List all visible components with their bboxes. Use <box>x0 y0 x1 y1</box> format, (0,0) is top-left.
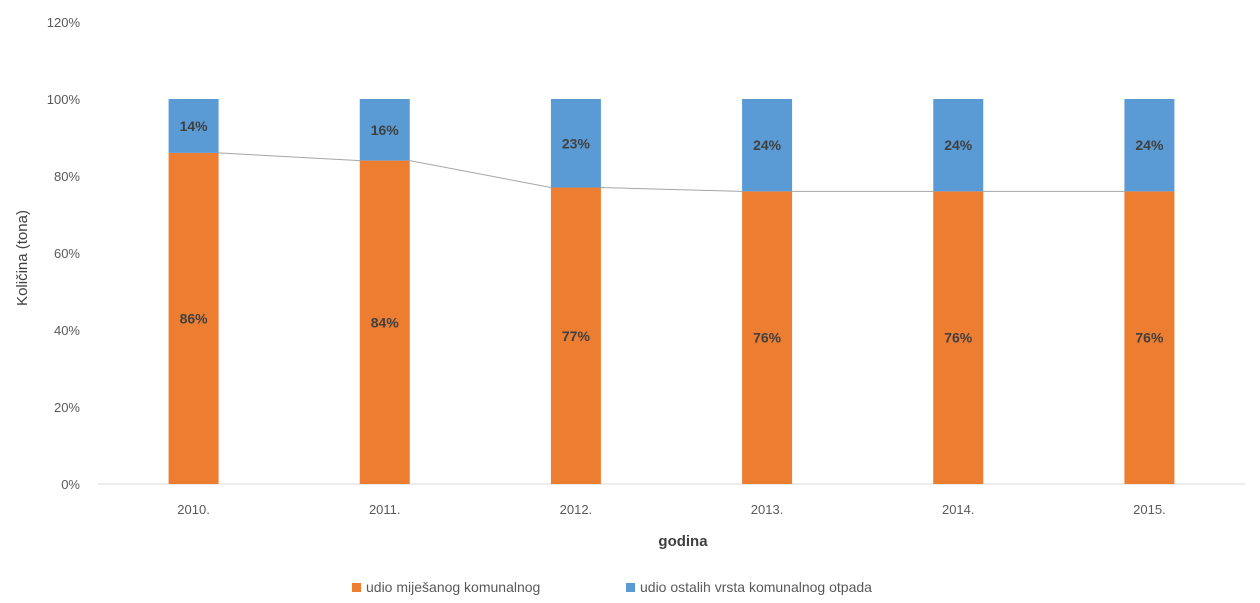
y-tick-label: 80% <box>54 169 80 184</box>
bar-segment-other <box>742 99 793 192</box>
legend-swatch <box>626 583 635 592</box>
legend-swatch <box>352 583 361 592</box>
bar-segment-other <box>933 99 984 192</box>
data-label-other: 24% <box>1135 137 1164 153</box>
x-axis-ticks: 2010. 2011. 2012. 2013. 2014. 2015. <box>177 502 1165 517</box>
series-lines <box>218 152 1125 192</box>
data-label-mixed: 86% <box>180 310 209 326</box>
data-label-mixed: 84% <box>371 314 400 330</box>
x-tick-label: 2013. <box>751 502 784 517</box>
data-label-other: 16% <box>371 122 400 138</box>
data-label-mixed: 76% <box>944 330 973 346</box>
y-tick-label: 20% <box>54 400 80 415</box>
bar-segment-mixed <box>550 187 601 485</box>
x-tick-label: 2015. <box>1133 502 1166 517</box>
bar-segment-mixed <box>359 160 410 484</box>
y-tick-label: 40% <box>54 323 80 338</box>
bar-segment-other <box>168 99 219 153</box>
x-tick-label: 2012. <box>560 502 593 517</box>
data-label-mixed: 76% <box>753 330 782 346</box>
y-axis-title: Količina (tona) <box>14 210 31 306</box>
bar-segment-mixed <box>1124 191 1175 484</box>
y-tick-label: 0% <box>61 477 80 492</box>
data-label-other: 24% <box>753 137 782 153</box>
series-line-segment <box>218 152 360 162</box>
legend: udio miješanog komunalnog udio ostalih vr… <box>352 579 872 595</box>
data-label-other: 23% <box>562 135 591 151</box>
bar-segment-other <box>1124 99 1175 192</box>
y-axis-ticks: 0% 20% 40% 60% 80% 100% 120% <box>47 15 81 492</box>
data-label-other: 14% <box>180 118 209 134</box>
y-tick-label: 60% <box>54 246 80 261</box>
bar-segment-mixed <box>168 152 219 484</box>
bars: 86% 14% 84% 16% 77% 23% 76% 24% 76% 24% 76% 24% <box>168 99 1175 485</box>
data-label-other: 24% <box>944 137 973 153</box>
legend-label: udio ostalih vrsta komunalnog otpada <box>640 579 872 595</box>
series-line-segment <box>600 187 743 192</box>
bar-segment-other <box>550 99 601 188</box>
x-tick-label: 2014. <box>942 502 975 517</box>
data-label-mixed: 77% <box>562 328 591 344</box>
series-line-segment <box>409 160 552 189</box>
bar-segment-mixed <box>742 191 793 484</box>
x-tick-label: 2010. <box>177 502 210 517</box>
x-axis-title: godina <box>658 533 708 550</box>
y-tick-label: 100% <box>47 92 81 107</box>
data-label-mixed: 76% <box>1135 330 1164 346</box>
x-tick-label: 2011. <box>369 502 401 517</box>
y-tick-label: 120% <box>47 15 81 30</box>
bar-segment-mixed <box>933 191 984 484</box>
legend-label: udio miješanog komunalnog <box>366 579 540 595</box>
bar-segment-other <box>359 99 410 161</box>
